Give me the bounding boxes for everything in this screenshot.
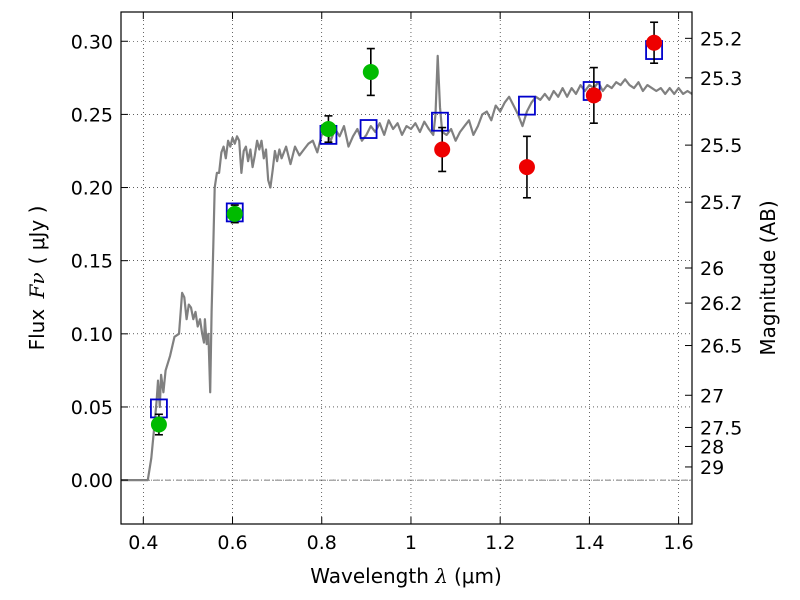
model-photometry-square [431,111,449,132]
y-tick-label: 0.25 [71,104,113,126]
plot-data [121,21,692,482]
y-axis-ticks: 0.00 0.05 0.10 0.15 0.20 0.25 0.30 [71,31,128,492]
x-tick-label: 1.4 [574,532,604,554]
y-tick-label: 0.00 [71,470,113,492]
x-axis-title-lambda: λ [434,564,448,588]
y2-tick-label: 25.5 [700,135,742,157]
y-axis-title-unit: ( μJy ) [25,206,49,265]
y2-tick-label: 26.5 [700,336,742,358]
y-axis-title-fnu: Fν [25,272,49,299]
x-axis-ticks: 0.4 0.6 0.8 1 1.2 1.4 1.6 [128,12,694,554]
green-data-point [362,63,379,80]
x-tick-label: 0.4 [128,532,158,554]
y-tick-label: 0.05 [71,397,113,419]
y2-tick-label: 29 [700,457,724,479]
red-data-point [434,141,451,158]
y-axis-title: Flux Fν ( μJy ) [25,206,49,351]
y2-tick-label: 25.7 [700,192,742,214]
x-tick-label: 1.2 [485,532,515,554]
y2-tick-label: 25.3 [700,68,742,90]
green-data-point [320,121,337,138]
green-data-point [226,205,243,222]
x-tick-label: 0.6 [217,532,247,554]
y2-tick-label: 28 [700,436,724,458]
x-axis-title: Wavelength λ (μm) [310,564,502,588]
y2-tick-label: 26.2 [700,293,742,315]
green-data-point [150,416,167,433]
x-tick-label: 1 [405,532,417,554]
y2-tick-label: 26 [700,258,724,280]
y-tick-label: 0.10 [71,324,113,346]
x-tick-label: 0.8 [307,532,337,554]
y-axis-title-text: Flux [25,302,49,350]
y-tick-label: 0.20 [71,178,113,200]
grid-lines [121,12,692,524]
y-tick-label: 0.30 [71,31,113,53]
x-tick-label: 1.6 [664,532,694,554]
plot-frame [120,11,693,525]
x-axis-title-text: Wavelength [310,564,435,588]
red-data-point [646,34,663,51]
model-photometry-square [518,95,536,116]
y-tick-label: 0.15 [71,251,113,273]
model-spectrum-line [121,54,692,482]
y2-tick-label: 27.5 [700,417,742,439]
red-data-point [518,159,535,176]
y2-tick-label: 27 [700,385,724,407]
red-data-point [585,87,602,104]
y2-tick-label: 25.2 [700,28,742,50]
y2-axis-title: Magnitude (AB) [756,200,780,355]
x-axis-title-unit: (μm) [454,564,502,588]
model-photometry-square [359,119,378,139]
